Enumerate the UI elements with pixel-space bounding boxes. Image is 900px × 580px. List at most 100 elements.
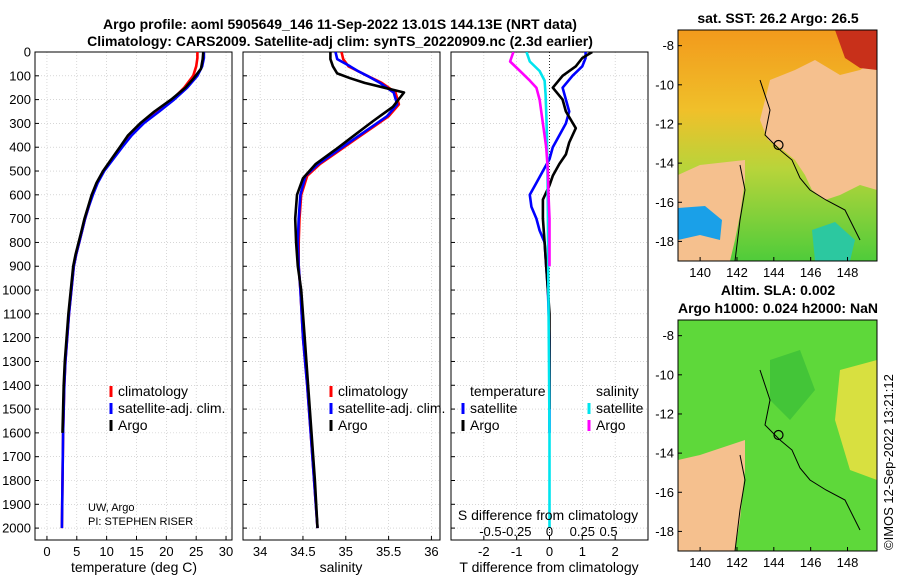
s-difference-label: S difference from climatology — [458, 507, 638, 523]
temperature-legend: climatology satellite-adj. clim. Argo — [109, 383, 225, 433]
s-tick-label: 0 — [546, 524, 553, 539]
map-y-tick-label: -8 — [662, 328, 674, 343]
sla-map-ocean — [678, 320, 877, 551]
y-tick-label: 800 — [9, 235, 31, 250]
difference-panel: -2 -1 0 1 2 -0.5 -0.25 0 0.25 0.5 — [450, 51, 649, 559]
sst-map-cool-coast — [678, 206, 722, 240]
legend-climatology-label: climatology — [118, 383, 188, 399]
y-tick-label: 2000 — [2, 521, 31, 536]
map-y-tick-label: -8 — [662, 38, 674, 53]
map-y-tick-label: -16 — [655, 195, 674, 210]
legend-temperature-header: temperature — [470, 383, 546, 399]
map-x-tick-label: 140 — [689, 265, 711, 280]
temperature-panel: 0 5 10 15 20 25 300100200300400500600700800900… — [2, 45, 233, 560]
imos-stamp: ©IMOS 12-Sep-2022 13:21:12 — [881, 374, 896, 550]
y-tick-label: 1300 — [2, 354, 31, 369]
x-tick-label: 30 — [219, 544, 233, 559]
x-tick-label: 25 — [189, 544, 203, 559]
sst-map-coastline — [734, 79, 861, 262]
y-tick-label: 1800 — [2, 473, 31, 488]
y-tick-label: 1200 — [2, 330, 31, 345]
salinity-panel: 34 34.5 35 35.5 36 — [242, 51, 441, 559]
difference-xlabel: T difference from climatology — [459, 559, 638, 575]
sst-map-ocean — [678, 30, 877, 261]
salinity-xlabel: salinity — [320, 559, 363, 575]
map-x-tick-label: 148 — [837, 555, 859, 570]
panel-frame — [242, 51, 441, 541]
x-tick-label: -2 — [478, 544, 490, 559]
x-tick-label: 0 — [546, 544, 553, 559]
series-line-argo — [61, 52, 205, 433]
y-tick-label: 600 — [9, 187, 31, 202]
x-tick-label: 2 — [612, 544, 619, 559]
s-tick-label: -0.25 — [502, 524, 532, 539]
sla-map — [677, 319, 878, 552]
sst-argo-marker — [773, 139, 784, 151]
y-tick-label: 900 — [9, 259, 31, 274]
sla-map-yellow-zone — [835, 360, 877, 480]
credit-line-1: UW, Argo — [88, 502, 134, 514]
y-tick-label: 1400 — [2, 378, 31, 393]
y-tick-label: 1000 — [2, 283, 31, 298]
map-x-tick-label: 142 — [726, 265, 748, 280]
sla-map-frame — [677, 319, 878, 552]
legend-climatology-label: climatology — [338, 383, 408, 399]
s-tick-label: -0.5 — [479, 524, 501, 539]
panel-frame — [34, 51, 233, 541]
sla-map-title-1: Altim. SLA: 0.002 — [721, 282, 836, 298]
legend-t-satellite-label: satellite — [470, 400, 518, 416]
x-tick-label: -1 — [511, 544, 523, 559]
map-y-tick-label: -18 — [655, 524, 674, 539]
map-y-tick-label: -12 — [655, 406, 674, 421]
map-x-tick-label: 142 — [726, 555, 748, 570]
sst-map-title: sat. SST: 26.2 Argo: 26.5 — [697, 10, 859, 26]
sst-map-teal-zone — [812, 222, 855, 261]
x-tick-label: 1 — [579, 544, 586, 559]
series-group — [508, 52, 593, 529]
map-y-tick-label: -14 — [655, 156, 674, 171]
x-tick-label: 34 — [253, 544, 267, 559]
x-tick-label: 34.5 — [290, 544, 315, 559]
legend-argo-label: Argo — [118, 417, 148, 433]
x-tick-label: 5 — [73, 544, 80, 559]
x-tick-label: 10 — [99, 544, 113, 559]
map-x-tick-label: 146 — [800, 265, 822, 280]
x-tick-label: 0 — [43, 544, 50, 559]
series-line-argo — [293, 52, 406, 529]
sla-argo-marker — [773, 429, 784, 441]
series-group — [60, 52, 206, 529]
y-tick-label: 300 — [9, 116, 31, 131]
salinity-legend: climatology satellite-adj. clim. Argo — [329, 383, 445, 433]
sla-map-ticks: 140 142 144 146 148 -8 -10 -12 -14 -16 -18 — [655, 328, 858, 570]
map-x-tick-label: 148 — [837, 265, 859, 280]
legend-satellite-label: satellite-adj. clim. — [118, 400, 225, 416]
y-tick-label: 1600 — [2, 425, 31, 440]
legend-satellite-label: satellite-adj. clim. — [338, 400, 445, 416]
y-tick-label: 1900 — [2, 497, 31, 512]
sst-map-ticks: 140 142 144 146 148 -8 -10 -12 -14 -16 -18 — [655, 38, 858, 280]
y-tick-label: 1100 — [3, 306, 31, 321]
title-line-2: Climatology: CARS2009. Satellite-adj cli… — [87, 33, 593, 49]
map-y-tick-label: -10 — [655, 77, 674, 92]
legend-argo-label: Argo — [338, 417, 368, 433]
temperature-xlabel: temperature (deg C) — [71, 559, 197, 575]
series-line-s-satellite — [525, 52, 551, 529]
map-x-tick-label: 144 — [763, 555, 785, 570]
sla-map-dark-zone — [770, 350, 815, 420]
y-tick-label: 400 — [9, 140, 31, 155]
sla-map-title-2: Argo h1000: 0.024 h2000: NaN — [678, 300, 878, 316]
x-tick-label: 20 — [159, 544, 173, 559]
difference-legend: temperature satellite Argo salinity sate… — [461, 383, 644, 433]
sst-map-frame — [677, 29, 878, 262]
sst-map — [677, 29, 878, 262]
x-tick-label: 35 — [339, 544, 353, 559]
map-y-tick-label: -18 — [655, 234, 674, 249]
series-group — [293, 52, 406, 529]
map-x-tick-label: 140 — [689, 555, 711, 570]
s-tick-label: 0.5 — [600, 524, 618, 539]
title-line-1: Argo profile: aoml 5905649_146 11-Sep-20… — [103, 16, 577, 32]
map-y-tick-label: -16 — [655, 485, 674, 500]
x-tick-label: 35.5 — [376, 544, 401, 559]
sla-map-coastline — [734, 369, 861, 552]
